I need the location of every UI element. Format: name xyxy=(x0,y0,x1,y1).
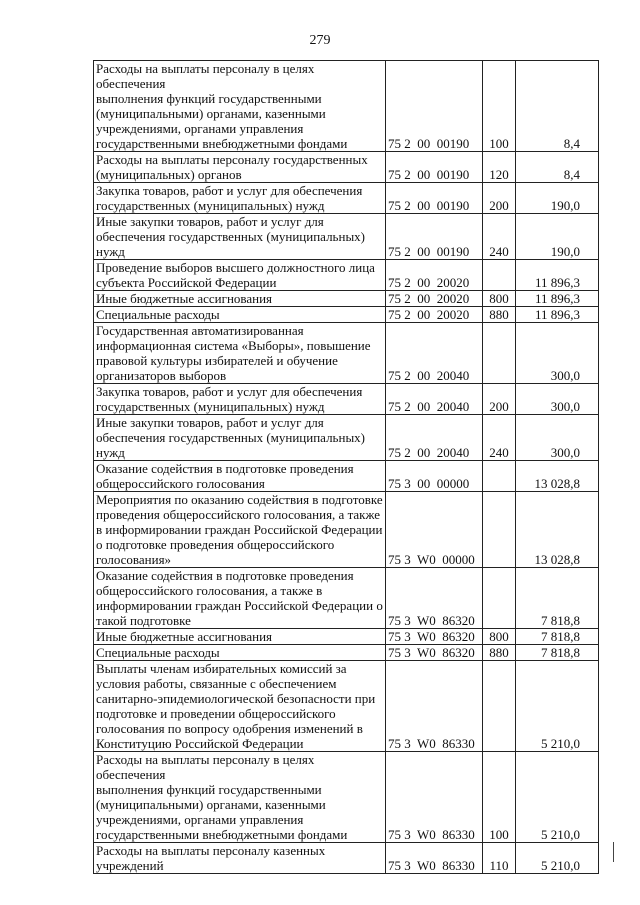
row-expense-type: 200 xyxy=(482,182,516,214)
row-description: Государственная автоматизированная инфор… xyxy=(93,322,386,384)
row-amount: 300,0 xyxy=(515,322,599,384)
table-row: Иные бюджетные ассигнования 75 3 W0 86320… xyxy=(93,628,599,645)
row-code: 75 3 W0 86330 xyxy=(385,660,483,752)
row-description: Оказание содействия в подготовке проведе… xyxy=(93,567,386,629)
row-description: Специальные расходы xyxy=(93,644,386,661)
row-expense-type: 110 xyxy=(482,842,516,874)
table-row: Закупка товаров, работ и услуг для обесп… xyxy=(93,383,599,415)
table-row: Специальные расходы 75 2 00 20020 880 11 89… xyxy=(93,306,599,323)
table-row: Мероприятия по оказанию содействия в под… xyxy=(93,491,599,568)
row-expense-type: 240 xyxy=(482,414,516,461)
row-code: 75 3 00 00000 xyxy=(385,460,483,492)
row-expense-type: 100 xyxy=(482,751,516,843)
row-amount: 13 028,8 xyxy=(515,491,599,568)
scan-margin-mark xyxy=(613,842,614,862)
row-code: 75 3 W0 86330 xyxy=(385,751,483,843)
row-code: 75 2 00 00190 xyxy=(385,182,483,214)
budget-table: Расходы на выплаты персоналу в целях обе… xyxy=(93,60,599,874)
row-code: 75 2 00 20040 xyxy=(385,383,483,415)
table-row: Закупка товаров, работ и услуг для обесп… xyxy=(93,182,599,214)
row-expense-type: 880 xyxy=(482,644,516,661)
row-amount: 13 028,8 xyxy=(515,460,599,492)
row-description: Закупка товаров, работ и услуг для обесп… xyxy=(93,383,386,415)
row-expense-type xyxy=(482,491,516,568)
row-expense-type xyxy=(482,660,516,752)
row-code: 75 2 00 20020 xyxy=(385,259,483,291)
row-expense-type xyxy=(482,259,516,291)
row-amount: 8,4 xyxy=(515,151,599,183)
row-code: 75 2 00 00190 xyxy=(385,213,483,260)
row-amount: 190,0 xyxy=(515,182,599,214)
row-code: 75 3 W0 86330 xyxy=(385,842,483,874)
row-expense-type: 800 xyxy=(482,290,516,307)
row-description: Закупка товаров, работ и услуг для обесп… xyxy=(93,182,386,214)
page-number: 279 xyxy=(309,33,331,48)
table-row: Специальные расходы 75 3 W0 86320 880 7 818… xyxy=(93,644,599,661)
row-code: 75 3 W0 00000 xyxy=(385,491,483,568)
row-expense-type xyxy=(482,322,516,384)
row-description: Проведение выборов высшего должностного … xyxy=(93,259,386,291)
row-amount: 7 818,8 xyxy=(515,644,599,661)
table-row: Проведение выборов высшего должностного … xyxy=(93,259,599,291)
table-row: Иные закупки товаров, работ и услуг для … xyxy=(93,414,599,461)
row-amount: 8,4 xyxy=(515,60,599,152)
row-description: Специальные расходы xyxy=(93,306,386,323)
table-row: Государственная автоматизированная инфор… xyxy=(93,322,599,384)
row-expense-type xyxy=(482,567,516,629)
table-row: Оказание содействия в подготовке проведе… xyxy=(93,460,599,492)
row-description: Иные закупки товаров, работ и услуг для … xyxy=(93,213,386,260)
row-amount: 7 818,8 xyxy=(515,567,599,629)
row-amount: 5 210,0 xyxy=(515,660,599,752)
table-row: Расходы на выплаты персоналу в целях обе… xyxy=(93,60,599,152)
row-description: Выплаты членам избирательных комиссий за… xyxy=(93,660,386,752)
row-expense-type: 200 xyxy=(482,383,516,415)
row-amount: 7 818,8 xyxy=(515,628,599,645)
row-expense-type: 100 xyxy=(482,60,516,152)
row-code: 75 3 W0 86320 xyxy=(385,628,483,645)
row-description: Иные бюджетные ассигнования xyxy=(93,628,386,645)
row-code: 75 2 00 00190 xyxy=(385,151,483,183)
row-amount: 11 896,3 xyxy=(515,259,599,291)
row-code: 75 3 W0 86320 xyxy=(385,567,483,629)
table-row: Иные бюджетные ассигнования 75 2 00 20020… xyxy=(93,290,599,307)
row-code: 75 2 00 20020 xyxy=(385,306,483,323)
table-row: Иные закупки товаров, работ и услуг для … xyxy=(93,213,599,260)
row-code: 75 2 00 20040 xyxy=(385,322,483,384)
row-expense-type: 120 xyxy=(482,151,516,183)
row-description: Мероприятия по оказанию содействия в под… xyxy=(93,491,386,568)
row-amount: 5 210,0 xyxy=(515,751,599,843)
row-amount: 11 896,3 xyxy=(515,306,599,323)
table-row: Расходы на выплаты персоналу казенных уч… xyxy=(93,842,599,874)
row-amount: 190,0 xyxy=(515,213,599,260)
row-description: Расходы на выплаты персоналу государстве… xyxy=(93,151,386,183)
row-amount: 11 896,3 xyxy=(515,290,599,307)
row-expense-type xyxy=(482,460,516,492)
row-description: Расходы на выплаты персоналу в целях обе… xyxy=(93,60,386,152)
row-description: Расходы на выплаты персоналу в целях обе… xyxy=(93,751,386,843)
table-row: Выплаты членам избирательных комиссий за… xyxy=(93,660,599,752)
table-row: Расходы на выплаты персоналу государстве… xyxy=(93,151,599,183)
row-code: 75 3 W0 86320 xyxy=(385,644,483,661)
row-code: 75 2 00 20040 xyxy=(385,414,483,461)
row-description: Расходы на выплаты персоналу казенных уч… xyxy=(93,842,386,874)
row-amount: 300,0 xyxy=(515,414,599,461)
table-row: Расходы на выплаты персоналу в целях обе… xyxy=(93,751,599,843)
table-row: Оказание содействия в подготовке проведе… xyxy=(93,567,599,629)
row-expense-type: 880 xyxy=(482,306,516,323)
row-expense-type: 240 xyxy=(482,213,516,260)
row-description: Иные бюджетные ассигнования xyxy=(93,290,386,307)
row-amount: 300,0 xyxy=(515,383,599,415)
row-description: Иные закупки товаров, работ и услуг для … xyxy=(93,414,386,461)
row-code: 75 2 00 20020 xyxy=(385,290,483,307)
row-expense-type: 800 xyxy=(482,628,516,645)
row-code: 75 2 00 00190 xyxy=(385,60,483,152)
row-amount: 5 210,0 xyxy=(515,842,599,874)
row-description: Оказание содействия в подготовке проведе… xyxy=(93,460,386,492)
